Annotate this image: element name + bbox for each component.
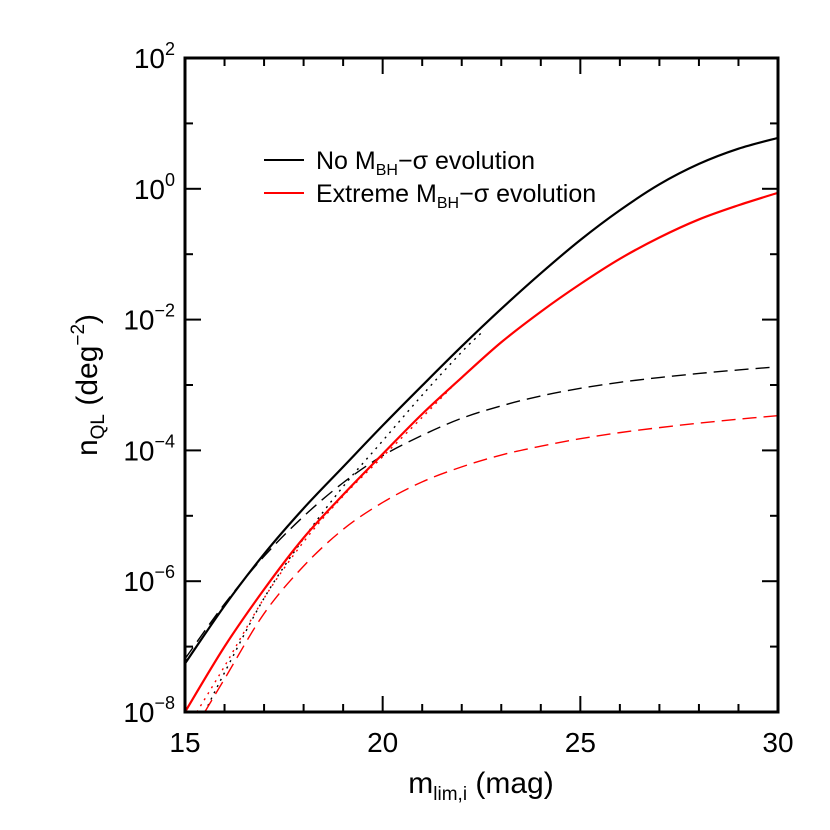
x-tick-label: 20 xyxy=(367,727,398,758)
y-tick-labels: 10−8 10−6 10−4 10−2 100 102 xyxy=(123,39,175,728)
x-axis-title: mlim,i (mag) xyxy=(408,767,553,805)
x-tick-label: 25 xyxy=(565,727,596,758)
legend-label-extreme-evolution: Extreme MBH−σ evolution xyxy=(316,180,596,212)
series-line-red-dashed xyxy=(204,414,778,712)
series-line-black-solid xyxy=(185,136,778,665)
x-tick-label: 30 xyxy=(762,727,793,758)
plot-frame xyxy=(183,56,780,714)
series-line-red-solid xyxy=(185,191,778,712)
series-layer xyxy=(185,136,778,712)
y-axis-title: nQL (deg−2) xyxy=(68,314,109,456)
series-line-black-dashed xyxy=(185,366,778,660)
legend: No MBH−σ evolution Extreme MBH−σ evoluti… xyxy=(264,147,596,212)
y-tick-label: 10−4 xyxy=(123,431,175,466)
x-tick-label: 15 xyxy=(169,727,200,758)
y-tick-label: 100 xyxy=(134,170,175,205)
legend-label-no-evolution: No MBH−σ evolution xyxy=(316,147,535,179)
x-tick-labels: 15 20 25 30 xyxy=(169,727,793,758)
y-tick-label: 10−8 xyxy=(123,693,175,728)
y-tick-label: 10−6 xyxy=(123,562,175,597)
y-tick-label: 10−2 xyxy=(123,301,175,336)
legend-item-extreme-evolution: Extreme MBH−σ evolution xyxy=(264,180,596,212)
series-line-red-dotted xyxy=(196,384,455,712)
y-tick-label: 102 xyxy=(134,39,175,74)
legend-item-no-evolution: No MBH−σ evolution xyxy=(264,147,535,179)
